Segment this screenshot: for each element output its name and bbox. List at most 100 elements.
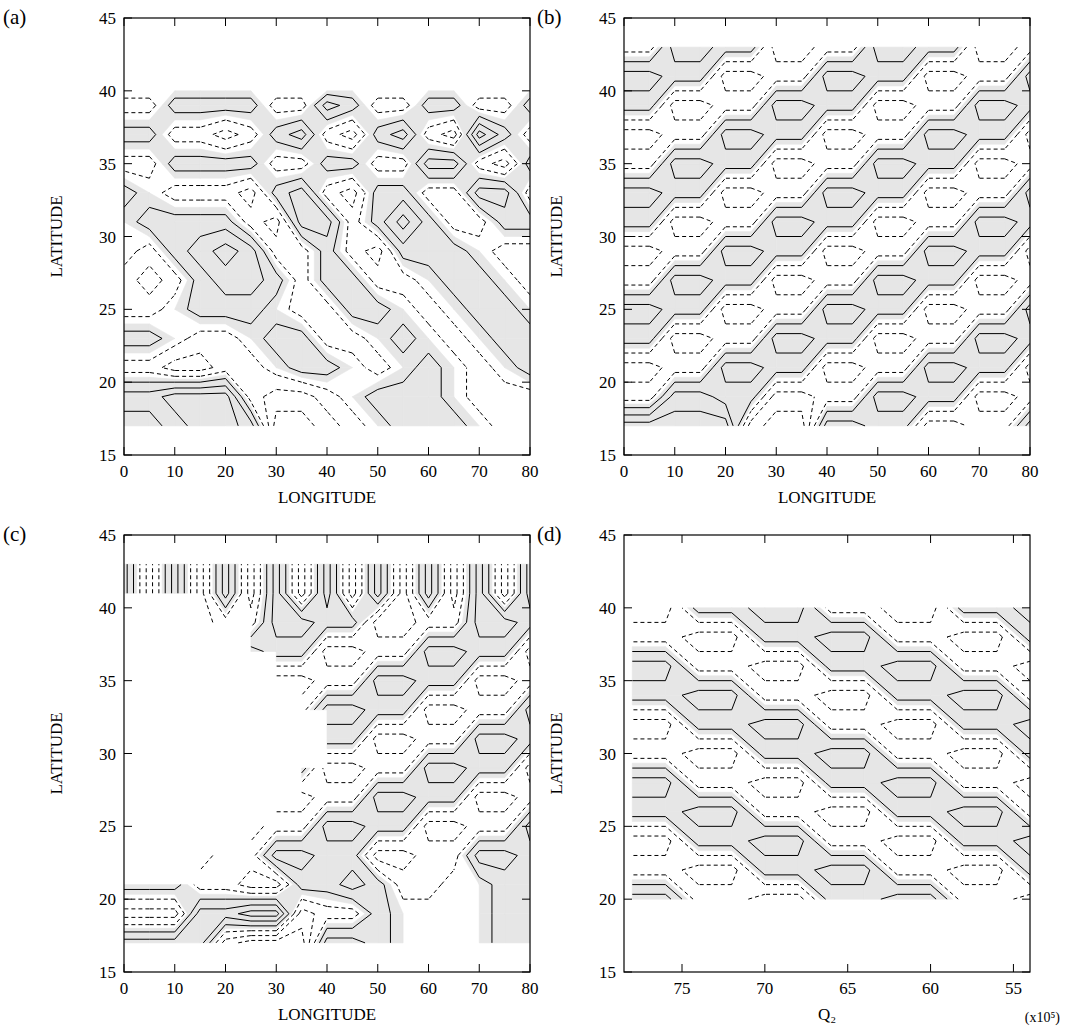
contour-positive (802, 193, 827, 222)
y-tick (522, 382, 530, 383)
shade-cell (827, 173, 852, 192)
contour-negative (327, 142, 352, 149)
shade-cell (462, 836, 479, 855)
x-tick (827, 447, 828, 455)
shade-cell (675, 397, 700, 426)
contour-negative (505, 652, 530, 681)
contour-negative (149, 266, 162, 281)
contour-positive (700, 251, 713, 266)
shade-cell (675, 377, 700, 396)
contour-positive (425, 593, 428, 598)
y-tick-label: 15 (99, 446, 116, 465)
contour-positive (1017, 411, 1030, 426)
contour-negative (772, 392, 776, 397)
contour-positive (700, 47, 713, 62)
y-tick (522, 90, 530, 91)
contour-positive (700, 135, 725, 164)
contour-negative (327, 346, 352, 353)
contour-positive (323, 705, 327, 710)
contour-negative (700, 105, 713, 120)
contour-positive (929, 362, 954, 363)
contour-negative (378, 110, 403, 112)
contour-positive (276, 866, 297, 884)
contour-negative (175, 909, 178, 914)
contour-negative (429, 743, 454, 744)
contour-positive (416, 637, 429, 652)
shade-cell (759, 86, 776, 105)
contour-negative (200, 855, 213, 870)
shade-cell (352, 622, 360, 632)
contour-positive (289, 135, 302, 140)
contour-positive (251, 280, 264, 295)
contour-positive (429, 685, 454, 686)
contour-positive (424, 763, 428, 768)
contour-negative (624, 362, 649, 363)
contour-positive (1005, 368, 1009, 373)
contour-positive (403, 164, 428, 193)
contour-negative (479, 169, 504, 175)
contour-negative (196, 564, 197, 593)
shade-cell (429, 681, 454, 691)
shade-cell (310, 690, 327, 709)
contour-positive (327, 928, 352, 929)
shade-cell (251, 622, 276, 651)
shade-cell (827, 105, 852, 115)
contour-positive (352, 797, 377, 826)
contour-positive (124, 186, 137, 193)
contour-negative (352, 135, 356, 140)
x-tick (725, 447, 726, 455)
shade-cell (200, 149, 225, 164)
contour-negative (124, 171, 149, 178)
contour-positive (197, 909, 200, 914)
contour-negative (458, 193, 479, 217)
contour-negative (352, 622, 377, 651)
shade-cell (124, 324, 149, 339)
contour-negative (264, 389, 277, 396)
contour-negative (245, 222, 251, 227)
contour-negative (505, 243, 530, 244)
shade-cell (979, 135, 1004, 145)
shade-cell (1005, 135, 1013, 145)
contour-negative (302, 135, 327, 164)
contour-negative (721, 71, 725, 76)
shade-cell (751, 338, 776, 367)
contour-positive (675, 411, 700, 412)
contour-positive (264, 338, 277, 353)
contour-positive (649, 164, 674, 193)
contour-positive (213, 244, 226, 251)
shade-cell (817, 406, 827, 425)
contour-negative (238, 885, 251, 888)
contour-negative (505, 593, 508, 597)
contour-positive (654, 198, 675, 222)
shade-cell (416, 593, 429, 612)
contour-positive (397, 215, 403, 222)
contour-negative (429, 627, 454, 628)
contour-negative (429, 295, 442, 310)
contour-positive (302, 855, 315, 870)
x-tick-label: 60 (420, 462, 437, 481)
contour-positive (751, 338, 764, 353)
contour-positive (251, 98, 257, 105)
contour-negative (149, 899, 174, 900)
contour-negative (149, 917, 174, 918)
shade-cell (751, 164, 759, 174)
contour-positive (168, 164, 174, 171)
contour-positive (213, 251, 226, 266)
y-tick (522, 455, 530, 456)
contour-negative (802, 309, 806, 314)
contour-negative (979, 197, 1004, 198)
contour-positive (137, 222, 150, 229)
contour-negative (649, 251, 662, 266)
contour-negative (429, 821, 454, 822)
contour-negative (458, 715, 479, 739)
y-tick (124, 309, 132, 310)
contour-negative (346, 251, 352, 258)
x-tick-label: 70 (971, 462, 988, 481)
contours (124, 94, 530, 425)
contour-negative (424, 705, 428, 710)
shade-cell (302, 338, 327, 367)
contour-negative (958, 198, 979, 222)
contour-positive (479, 724, 504, 725)
contour-positive (124, 889, 149, 890)
shade-cell (979, 251, 1004, 261)
